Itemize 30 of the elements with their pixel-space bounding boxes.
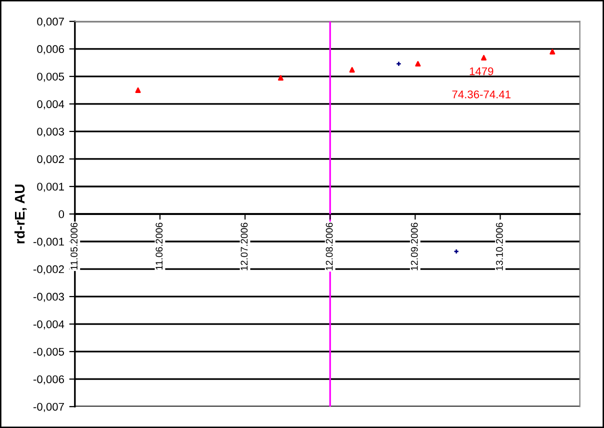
y-tick-label: -0,005 [33,348,64,358]
point [415,60,421,67]
x-tick-label: 13.10.2006 [496,222,503,270]
point [349,67,355,73]
y-tick-label: 0 [58,210,64,218]
y-tick-label: -0,004 [33,320,64,330]
y-tick-label: 0,006 [37,45,64,54]
x-tick-label: 11.06.2006 [156,222,163,270]
y-tick-label: -0,001 [33,238,64,247]
y-tick-label: -0,007 [33,402,64,412]
y-tick-label: 0,001 [37,182,64,192]
point [135,87,141,93]
y-tick-label: -0,002 [33,265,64,274]
y-tick-label: -0,006 [33,375,64,385]
x-tick-label: 12.07.2006 [240,222,248,270]
annotation: 74.36-74.41 [452,90,510,98]
x-tick-label: 12.09.2006 [410,222,418,270]
point [278,75,284,81]
y-axis-title: rd-rE, AU [14,184,27,244]
point [550,48,556,54]
x-tick-label: 12.08.2006 [326,222,333,270]
annotation: 1479 [470,67,494,76]
y-tick-label: 0,004 [37,100,64,110]
y-tick-label: 0,007 [37,18,64,27]
x-tick-label: 11.05.2006 [70,222,78,270]
y-tick-label: 0,003 [37,128,64,137]
y-tick-label: -0,003 [33,292,64,302]
y-tick-label: 0,002 [37,155,64,164]
y-tick-label: 0,005 [37,72,64,82]
point [481,54,487,60]
